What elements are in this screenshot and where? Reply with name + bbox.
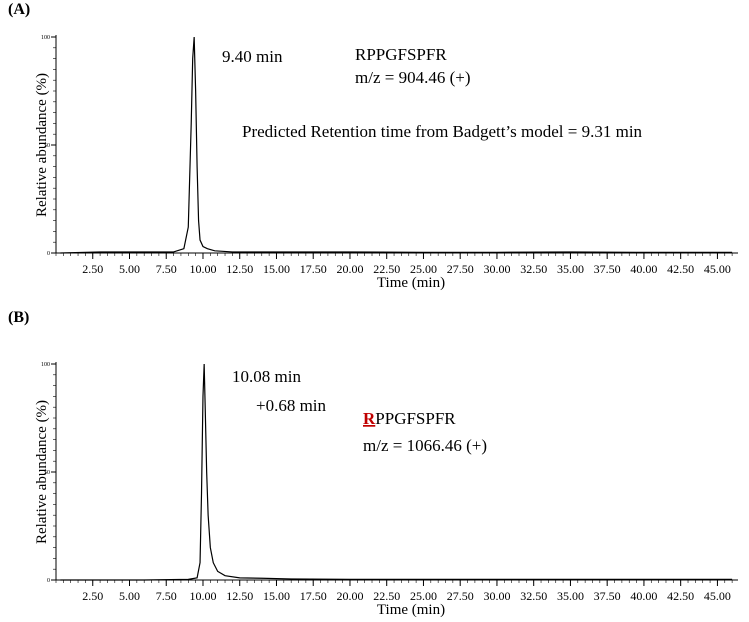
x-tick-label: 42.50: [667, 589, 694, 603]
x-tick-label: 37.50: [594, 589, 621, 603]
annotation: 9.40 min: [222, 47, 283, 66]
x-tick-label: 17.50: [300, 262, 327, 276]
x-tick-label: 27.50: [447, 589, 474, 603]
annotation: RPPGFSPFR: [363, 409, 456, 428]
x-tick-label: 12.50: [226, 589, 253, 603]
x-tick-label: 10.00: [189, 589, 216, 603]
x-axis-label: Time (min): [377, 275, 445, 291]
x-tick-label: 5.00: [119, 262, 140, 276]
x-tick-label: 30.00: [483, 589, 510, 603]
y-tick-label: 0: [47, 578, 50, 584]
x-tick-label: 30.00: [483, 262, 510, 276]
y-axis-label: Relative abundance (%): [34, 73, 50, 217]
y-tick-label: 100: [41, 362, 50, 368]
x-tick-label: 5.00: [119, 589, 140, 603]
x-tick-label: 27.50: [447, 262, 474, 276]
panel-label: (B): [8, 309, 29, 326]
x-tick-label: 40.00: [630, 262, 657, 276]
annotation: Predicted Retention time from Badgett’s …: [242, 122, 643, 141]
x-tick-label: 45.00: [704, 589, 731, 603]
y-tick-label: 50: [44, 470, 50, 476]
x-tick-label: 22.50: [373, 589, 400, 603]
y-tick-label: 50: [44, 143, 50, 149]
x-tick-label: 10.00: [189, 262, 216, 276]
x-tick-label: 7.50: [156, 262, 177, 276]
x-tick-label: 25.00: [410, 589, 437, 603]
x-tick-label: 20.00: [336, 262, 363, 276]
x-tick-label: 22.50: [373, 262, 400, 276]
annotation: RPPGFSPFR: [355, 45, 447, 64]
annotation: 10.08 min: [232, 367, 301, 386]
x-tick-label: 42.50: [667, 262, 694, 276]
annotation: m/z = 1066.46 (+): [363, 436, 487, 455]
chromatogram-line: [60, 363, 733, 581]
x-tick-label: 12.50: [226, 262, 253, 276]
x-tick-label: 15.00: [263, 262, 290, 276]
x-axis-label: Time (min): [377, 602, 445, 618]
x-tick-label: 25.00: [410, 262, 437, 276]
x-tick-label: 2.50: [82, 589, 103, 603]
x-tick-label: 40.00: [630, 589, 657, 603]
x-tick-label: 15.00: [263, 589, 290, 603]
annotation-highlight: R: [363, 409, 376, 428]
annotation: +0.68 min: [256, 396, 327, 415]
x-tick-label: 32.50: [520, 262, 547, 276]
x-tick-label: 35.00: [557, 589, 584, 603]
x-tick-label: 37.50: [594, 262, 621, 276]
x-tick-label: 2.50: [82, 262, 103, 276]
x-tick-label: 35.00: [557, 262, 584, 276]
x-tick-label: 17.50: [300, 589, 327, 603]
chromatogram-line: [60, 36, 733, 254]
x-tick-label: 20.00: [336, 589, 363, 603]
annotation: m/z = 904.46 (+): [355, 68, 471, 87]
x-tick-label: 32.50: [520, 589, 547, 603]
annotation-text: PPGFSPFR: [375, 409, 456, 428]
panel-label: (A): [8, 1, 30, 18]
x-tick-label: 7.50: [156, 589, 177, 603]
y-tick-label: 100: [41, 35, 50, 41]
x-tick-label: 45.00: [704, 262, 731, 276]
y-tick-label: 0: [47, 251, 50, 257]
y-axis-label: Relative abundance (%): [34, 400, 50, 544]
